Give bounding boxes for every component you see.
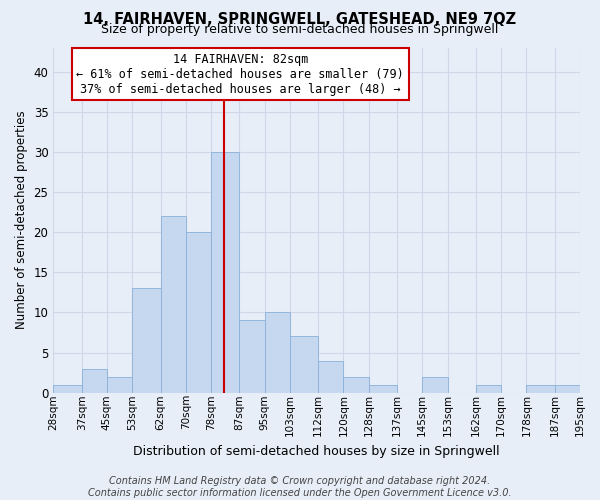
Bar — [368, 384, 397, 392]
Bar — [132, 288, 161, 393]
Bar — [526, 384, 555, 392]
Bar — [53, 384, 82, 392]
Bar — [107, 376, 132, 392]
Bar — [318, 360, 343, 392]
Bar — [239, 320, 265, 392]
Bar — [422, 376, 448, 392]
Y-axis label: Number of semi-detached properties: Number of semi-detached properties — [15, 111, 28, 330]
Bar — [476, 384, 501, 392]
Bar — [555, 384, 580, 392]
Bar — [186, 232, 211, 392]
Bar — [343, 376, 368, 392]
Bar — [290, 336, 318, 392]
Bar — [161, 216, 186, 392]
Bar — [211, 152, 239, 392]
Text: Contains HM Land Registry data © Crown copyright and database right 2024.
Contai: Contains HM Land Registry data © Crown c… — [88, 476, 512, 498]
Text: 14, FAIRHAVEN, SPRINGWELL, GATESHEAD, NE9 7QZ: 14, FAIRHAVEN, SPRINGWELL, GATESHEAD, NE… — [83, 12, 517, 28]
Bar — [265, 312, 290, 392]
Text: Size of property relative to semi-detached houses in Springwell: Size of property relative to semi-detach… — [101, 22, 499, 36]
Text: 14 FAIRHAVEN: 82sqm
← 61% of semi-detached houses are smaller (79)
37% of semi-d: 14 FAIRHAVEN: 82sqm ← 61% of semi-detach… — [76, 52, 404, 96]
X-axis label: Distribution of semi-detached houses by size in Springwell: Distribution of semi-detached houses by … — [133, 444, 500, 458]
Bar — [82, 368, 107, 392]
